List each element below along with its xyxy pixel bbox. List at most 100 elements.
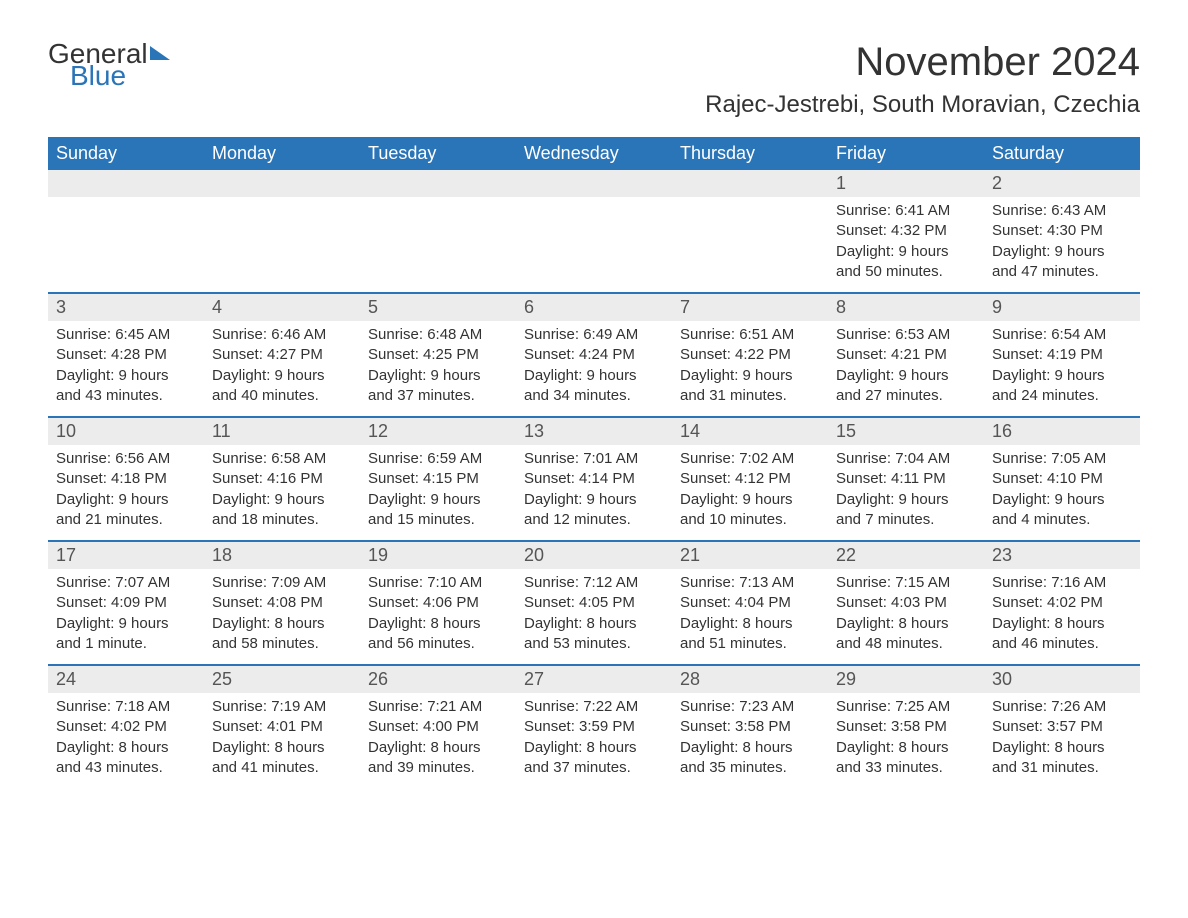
day-number: 19 bbox=[360, 542, 516, 569]
sunset-text: Sunset: 4:15 PM bbox=[368, 469, 508, 489]
daylight-text: Daylight: 9 hours and 12 minutes. bbox=[524, 490, 664, 531]
day-cell: 15Sunrise: 7:04 AMSunset: 4:11 PMDayligh… bbox=[828, 418, 984, 540]
day-cell: 16Sunrise: 7:05 AMSunset: 4:10 PMDayligh… bbox=[984, 418, 1140, 540]
sunset-text: Sunset: 4:16 PM bbox=[212, 469, 352, 489]
day-cell: 13Sunrise: 7:01 AMSunset: 4:14 PMDayligh… bbox=[516, 418, 672, 540]
day-content: Sunrise: 6:59 AMSunset: 4:15 PMDaylight:… bbox=[360, 445, 516, 530]
sunset-text: Sunset: 4:18 PM bbox=[56, 469, 196, 489]
daylight-text: Daylight: 8 hours and 53 minutes. bbox=[524, 614, 664, 655]
day-cell: 26Sunrise: 7:21 AMSunset: 4:00 PMDayligh… bbox=[360, 666, 516, 788]
daylight-text: Daylight: 9 hours and 24 minutes. bbox=[992, 366, 1132, 407]
day-number: 24 bbox=[48, 666, 204, 693]
sunrise-text: Sunrise: 6:58 AM bbox=[212, 449, 352, 469]
day-content: Sunrise: 7:09 AMSunset: 4:08 PMDaylight:… bbox=[204, 569, 360, 654]
title-block: November 2024 Rajec-Jestrebi, South Mora… bbox=[705, 40, 1140, 119]
sunrise-text: Sunrise: 7:18 AM bbox=[56, 697, 196, 717]
day-content: Sunrise: 7:21 AMSunset: 4:00 PMDaylight:… bbox=[360, 693, 516, 778]
day-content: Sunrise: 7:05 AMSunset: 4:10 PMDaylight:… bbox=[984, 445, 1140, 530]
day-number bbox=[204, 170, 360, 197]
sunset-text: Sunset: 4:06 PM bbox=[368, 593, 508, 613]
sunrise-text: Sunrise: 7:05 AM bbox=[992, 449, 1132, 469]
day-content: Sunrise: 6:41 AMSunset: 4:32 PMDaylight:… bbox=[828, 197, 984, 282]
day-content: Sunrise: 7:07 AMSunset: 4:09 PMDaylight:… bbox=[48, 569, 204, 654]
weekday-label: Friday bbox=[828, 137, 984, 170]
sunset-text: Sunset: 3:58 PM bbox=[680, 717, 820, 737]
day-cell: 14Sunrise: 7:02 AMSunset: 4:12 PMDayligh… bbox=[672, 418, 828, 540]
day-content: Sunrise: 7:02 AMSunset: 4:12 PMDaylight:… bbox=[672, 445, 828, 530]
day-content: Sunrise: 6:51 AMSunset: 4:22 PMDaylight:… bbox=[672, 321, 828, 406]
day-cell: 28Sunrise: 7:23 AMSunset: 3:58 PMDayligh… bbox=[672, 666, 828, 788]
day-number: 26 bbox=[360, 666, 516, 693]
day-content: Sunrise: 6:45 AMSunset: 4:28 PMDaylight:… bbox=[48, 321, 204, 406]
day-cell: 25Sunrise: 7:19 AMSunset: 4:01 PMDayligh… bbox=[204, 666, 360, 788]
day-number: 15 bbox=[828, 418, 984, 445]
sunrise-text: Sunrise: 6:46 AM bbox=[212, 325, 352, 345]
day-number bbox=[672, 170, 828, 197]
day-content: Sunrise: 7:01 AMSunset: 4:14 PMDaylight:… bbox=[516, 445, 672, 530]
day-number: 28 bbox=[672, 666, 828, 693]
daylight-text: Daylight: 8 hours and 51 minutes. bbox=[680, 614, 820, 655]
day-cell bbox=[204, 170, 360, 292]
day-number: 1 bbox=[828, 170, 984, 197]
sunrise-text: Sunrise: 7:23 AM bbox=[680, 697, 820, 717]
daylight-text: Daylight: 8 hours and 58 minutes. bbox=[212, 614, 352, 655]
day-content: Sunrise: 6:54 AMSunset: 4:19 PMDaylight:… bbox=[984, 321, 1140, 406]
sunset-text: Sunset: 4:09 PM bbox=[56, 593, 196, 613]
weekday-label: Wednesday bbox=[516, 137, 672, 170]
day-number: 16 bbox=[984, 418, 1140, 445]
daylight-text: Daylight: 8 hours and 37 minutes. bbox=[524, 738, 664, 779]
day-cell: 22Sunrise: 7:15 AMSunset: 4:03 PMDayligh… bbox=[828, 542, 984, 664]
day-number bbox=[48, 170, 204, 197]
day-cell: 5Sunrise: 6:48 AMSunset: 4:25 PMDaylight… bbox=[360, 294, 516, 416]
day-content: Sunrise: 7:04 AMSunset: 4:11 PMDaylight:… bbox=[828, 445, 984, 530]
day-cell bbox=[48, 170, 204, 292]
day-content: Sunrise: 6:53 AMSunset: 4:21 PMDaylight:… bbox=[828, 321, 984, 406]
day-number: 29 bbox=[828, 666, 984, 693]
sunset-text: Sunset: 4:32 PM bbox=[836, 221, 976, 241]
day-number: 14 bbox=[672, 418, 828, 445]
day-number: 9 bbox=[984, 294, 1140, 321]
sunrise-text: Sunrise: 7:25 AM bbox=[836, 697, 976, 717]
day-number: 10 bbox=[48, 418, 204, 445]
day-number: 11 bbox=[204, 418, 360, 445]
logo-text-blue: Blue bbox=[70, 62, 170, 90]
month-title: November 2024 bbox=[705, 40, 1140, 85]
weekday-label: Monday bbox=[204, 137, 360, 170]
sunrise-text: Sunrise: 7:09 AM bbox=[212, 573, 352, 593]
calendar-week: 3Sunrise: 6:45 AMSunset: 4:28 PMDaylight… bbox=[48, 292, 1140, 416]
sunrise-text: Sunrise: 6:54 AM bbox=[992, 325, 1132, 345]
daylight-text: Daylight: 8 hours and 31 minutes. bbox=[992, 738, 1132, 779]
sunset-text: Sunset: 4:01 PM bbox=[212, 717, 352, 737]
day-number: 20 bbox=[516, 542, 672, 569]
day-number bbox=[360, 170, 516, 197]
calendar: Sunday Monday Tuesday Wednesday Thursday… bbox=[48, 137, 1140, 788]
day-number: 27 bbox=[516, 666, 672, 693]
day-number: 4 bbox=[204, 294, 360, 321]
day-number: 3 bbox=[48, 294, 204, 321]
daylight-text: Daylight: 9 hours and 50 minutes. bbox=[836, 242, 976, 283]
sunset-text: Sunset: 4:25 PM bbox=[368, 345, 508, 365]
daylight-text: Daylight: 9 hours and 27 minutes. bbox=[836, 366, 976, 407]
location-subtitle: Rajec-Jestrebi, South Moravian, Czechia bbox=[705, 91, 1140, 119]
weekday-header-row: Sunday Monday Tuesday Wednesday Thursday… bbox=[48, 137, 1140, 170]
day-content: Sunrise: 6:49 AMSunset: 4:24 PMDaylight:… bbox=[516, 321, 672, 406]
sunset-text: Sunset: 4:21 PM bbox=[836, 345, 976, 365]
daylight-text: Daylight: 8 hours and 56 minutes. bbox=[368, 614, 508, 655]
daylight-text: Daylight: 9 hours and 37 minutes. bbox=[368, 366, 508, 407]
day-cell: 6Sunrise: 6:49 AMSunset: 4:24 PMDaylight… bbox=[516, 294, 672, 416]
sunset-text: Sunset: 4:12 PM bbox=[680, 469, 820, 489]
day-number: 18 bbox=[204, 542, 360, 569]
sunset-text: Sunset: 4:03 PM bbox=[836, 593, 976, 613]
day-cell: 30Sunrise: 7:26 AMSunset: 3:57 PMDayligh… bbox=[984, 666, 1140, 788]
daylight-text: Daylight: 9 hours and 47 minutes. bbox=[992, 242, 1132, 283]
daylight-text: Daylight: 9 hours and 31 minutes. bbox=[680, 366, 820, 407]
day-content: Sunrise: 7:12 AMSunset: 4:05 PMDaylight:… bbox=[516, 569, 672, 654]
day-cell: 27 Sunrise: 7:22 AMSunset: 3:59 PMDayligh… bbox=[516, 666, 672, 788]
day-number: 30 bbox=[984, 666, 1140, 693]
weeks-container: 1Sunrise: 6:41 AMSunset: 4:32 PMDaylight… bbox=[48, 170, 1140, 788]
day-number: 21 bbox=[672, 542, 828, 569]
daylight-text: Daylight: 9 hours and 21 minutes. bbox=[56, 490, 196, 531]
sunrise-text: Sunrise: 7:22 AM bbox=[524, 697, 664, 717]
sunset-text: Sunset: 3:59 PM bbox=[524, 717, 664, 737]
sunset-text: Sunset: 4:22 PM bbox=[680, 345, 820, 365]
